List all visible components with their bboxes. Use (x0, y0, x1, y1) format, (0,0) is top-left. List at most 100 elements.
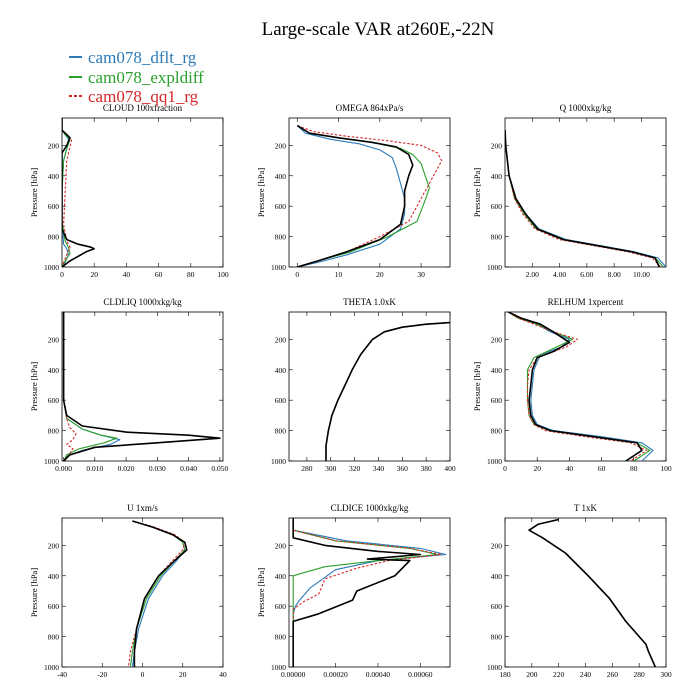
x-tick-label: 10 (335, 270, 343, 279)
x-tick-label: -40 (57, 670, 67, 679)
series-line-0 (292, 518, 447, 667)
x-tick-label: 0.010 (86, 464, 103, 473)
series-line-3 (507, 312, 643, 461)
panel-frame (504, 117, 667, 268)
x-tick-label: 260 (607, 670, 619, 679)
y-tick-label: 400 (491, 366, 503, 375)
x-tick-label: 40 (123, 270, 131, 279)
series-line-0 (63, 312, 121, 461)
y-tick-label: 1000 (271, 457, 286, 466)
y-tick-label: 1000 (487, 457, 502, 466)
x-tick-label: 0.00000 (281, 670, 306, 679)
x-tick-label: 400 (444, 464, 456, 473)
y-tick-label: 600 (491, 396, 503, 405)
y-axis-label: Pressure [hPa] (256, 168, 266, 218)
series-line-3 (505, 130, 660, 267)
panel-title: CLOUD 100xfraction (103, 103, 183, 113)
x-tick-label: 20 (90, 270, 98, 279)
x-tick-label: 6.00 (580, 270, 593, 279)
series-line-3 (325, 321, 450, 461)
y-axis-label: Pressure [hPa] (29, 568, 39, 618)
y-tick-label: 200 (48, 141, 60, 150)
series-line-2 (505, 130, 661, 267)
panel-frame (504, 517, 667, 668)
y-tick-label: 1000 (487, 663, 502, 672)
y-tick-label: 800 (48, 233, 60, 242)
x-tick-label: 10.00 (633, 270, 650, 279)
x-tick-label: 300 (325, 464, 337, 473)
legend-label-1: cam078_expldiff (88, 68, 204, 87)
series-line-0 (131, 520, 186, 667)
panel-frame (288, 517, 451, 668)
y-tick-label: 400 (48, 366, 60, 375)
y-tick-label: 200 (275, 141, 287, 150)
series-line-3 (62, 312, 221, 461)
y-tick-label: 1000 (44, 457, 59, 466)
x-tick-label: 0.040 (180, 464, 197, 473)
y-tick-label: 200 (491, 541, 503, 550)
panel-title: CLDLIQ 1000xkg/kg (103, 297, 182, 307)
x-tick-label: 380 (421, 464, 433, 473)
y-tick-label: 600 (48, 202, 60, 211)
y-tick-label: 200 (491, 141, 503, 150)
series-line-1 (292, 518, 438, 667)
series-line-0 (505, 130, 666, 267)
y-tick-label: 800 (48, 633, 60, 642)
panel-title: OMEGA 864xPa/s (336, 103, 404, 113)
y-tick-label: 600 (491, 202, 503, 211)
x-tick-label: 60 (598, 464, 606, 473)
series-line-3 (528, 518, 657, 667)
panel-title: U 1xm/s (127, 503, 158, 513)
y-tick-label: 200 (275, 541, 287, 550)
y-tick-label: 600 (275, 396, 287, 405)
y-tick-label: 1000 (44, 263, 59, 272)
series-line-1 (505, 130, 664, 267)
series-line-0 (507, 312, 654, 461)
y-tick-label: 1000 (487, 263, 502, 272)
legend-label-2: cam078_qq1_rg (88, 87, 199, 106)
y-tick-label: 600 (48, 602, 60, 611)
series-line-1 (62, 118, 71, 267)
y-tick-label: 400 (275, 366, 287, 375)
panel-title: CLDICE 1000xkg/kg (331, 503, 409, 513)
y-tick-label: 200 (491, 335, 503, 344)
panel-frame (288, 311, 451, 462)
series-line-2 (292, 518, 443, 667)
y-tick-label: 800 (491, 427, 503, 436)
panel-title: RELHUM 1xpercent (548, 297, 624, 307)
panel-title: T 1xK (574, 503, 598, 513)
y-tick-label: 800 (491, 233, 503, 242)
x-tick-label: 0 (141, 670, 145, 679)
series-line-2 (127, 520, 186, 667)
series-line-2 (63, 312, 77, 461)
x-tick-label: 80 (630, 464, 638, 473)
x-tick-label: 0.020 (118, 464, 135, 473)
x-tick-label: 20 (179, 670, 187, 679)
x-tick-label: 0 (60, 270, 64, 279)
x-tick-label: 0.000 (55, 464, 72, 473)
panel-frame (61, 117, 224, 268)
series-line-3 (132, 520, 188, 667)
legend-label-0: cam078_dflt_rg (88, 48, 197, 67)
x-tick-label: 0.00020 (323, 670, 348, 679)
series-line-3 (296, 124, 414, 267)
x-tick-label: 100 (660, 464, 672, 473)
x-tick-label: 340 (373, 464, 385, 473)
panel-4: THETA 1.0xK 200 400 600 800 1000 280 300 320 340 3… (271, 297, 456, 473)
y-tick-label: 600 (48, 396, 60, 405)
panel-title: THETA 1.0xK (343, 297, 396, 307)
series-line-2 (507, 312, 648, 461)
x-tick-label: 360 (397, 464, 409, 473)
x-tick-label: 100 (217, 270, 229, 279)
x-tick-label: 40 (219, 670, 227, 679)
x-tick-label: 2.00 (526, 270, 539, 279)
series-line-3 (62, 118, 95, 267)
panel-frame (288, 117, 451, 268)
panel-title: Q 1000xkg/kg (560, 103, 612, 113)
y-axis-label: Pressure [hPa] (29, 362, 39, 412)
y-tick-label: 400 (491, 572, 503, 581)
